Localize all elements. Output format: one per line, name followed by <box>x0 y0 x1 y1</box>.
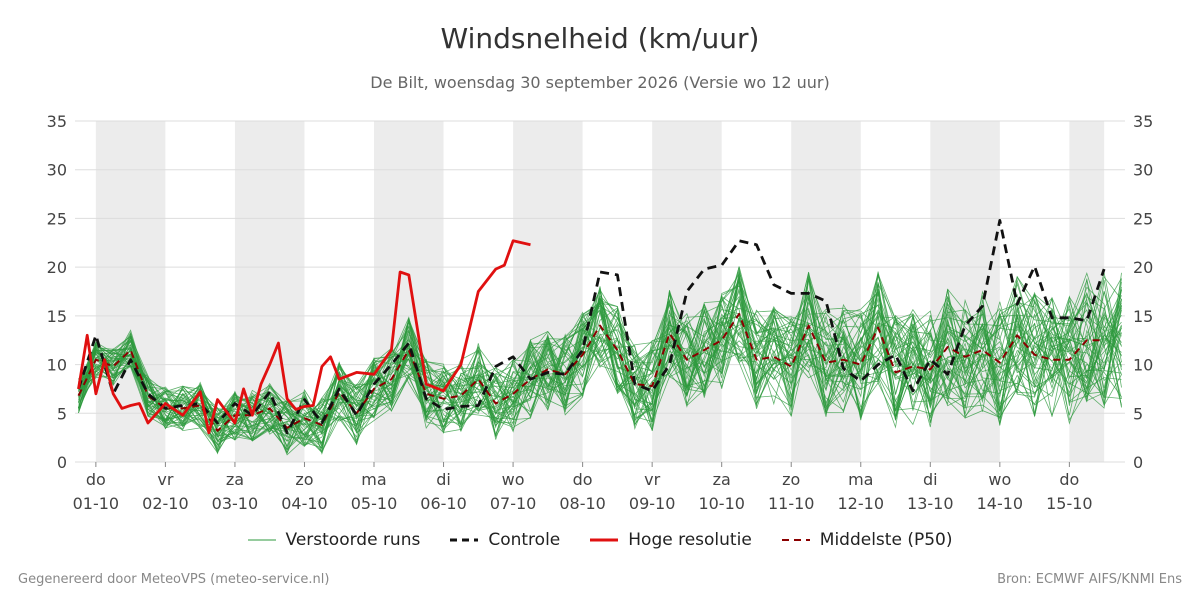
x-tick-label-date: 05-10 <box>351 494 398 513</box>
x-tick-label-day: ma <box>848 470 873 489</box>
y-tick-label-left: 25 <box>47 209 67 228</box>
chart-title: Windsnelheid (km/uur) <box>440 22 760 55</box>
series-line-control <box>77 218 1106 435</box>
y-tick-label-right: 10 <box>1133 356 1153 375</box>
x-tick-label-day: do <box>1059 470 1079 489</box>
x-tick-label-day: do <box>573 470 593 489</box>
footer-generated-by: Gegenereerd door MeteoVPS (meteo-service… <box>18 572 330 587</box>
y-tick-label-left: 5 <box>57 404 67 423</box>
shaded-band <box>930 121 1000 462</box>
x-tick-label-date: 09-10 <box>629 494 676 513</box>
x-tick-label-day: wo <box>988 470 1011 489</box>
perturbed-run-line <box>78 272 1122 441</box>
y-tick-label-right: 5 <box>1133 404 1143 423</box>
legend-item-highres: Hoge resolutie <box>590 530 752 550</box>
x-tick-label-date: 11-10 <box>768 494 815 513</box>
perturbed-run-line <box>78 289 1122 446</box>
x-tick-label-day: di <box>436 470 451 489</box>
x-tick-label-day: do <box>86 470 106 489</box>
x-tick-label-date: 03-10 <box>212 494 259 513</box>
y-tick-label-right: 30 <box>1133 161 1153 180</box>
perturbed-run-line <box>78 279 1122 454</box>
chart-subtitle: De Bilt, woensdag 30 september 2026 (Ver… <box>370 73 830 92</box>
x-tick-label-date: 10-10 <box>698 494 745 513</box>
x-tick-label-date: 08-10 <box>559 494 606 513</box>
x-tick-label-date: 04-10 <box>281 494 328 513</box>
perturbed-run-line <box>78 275 1122 451</box>
series-line-highres <box>77 239 531 435</box>
x-tick-label-day: vr <box>644 470 660 489</box>
legend-item-control: Controle <box>450 530 560 550</box>
perturbed-run-line <box>78 288 1122 446</box>
legend: Verstoorde runs Controle Hoge resolutie … <box>0 530 1200 550</box>
x-tick-label-day: ma <box>361 470 386 489</box>
perturbed-run-line <box>78 272 1122 451</box>
x-tick-label-day: zo <box>782 470 800 489</box>
x-tick-label-date: 15-10 <box>1046 494 1093 513</box>
y-tick-label-right: 35 <box>1133 112 1153 131</box>
y-tick-label-left: 35 <box>47 112 67 131</box>
x-tick-label-date: 14-10 <box>977 494 1024 513</box>
x-tick-label-day: wo <box>502 470 525 489</box>
shaded-band <box>652 121 722 462</box>
legend-label-control: Controle <box>488 530 561 550</box>
perturbed-run-line <box>78 273 1122 422</box>
legend-label-median: Middelste (P50) <box>819 530 953 550</box>
y-tick-label-right: 25 <box>1133 209 1153 228</box>
shaded-band <box>513 121 583 462</box>
x-tick-label-date: 13-10 <box>907 494 954 513</box>
legend-swatch-highres <box>590 538 619 542</box>
legend-swatch-perturbed <box>247 539 276 541</box>
legend-label-highres: Hoge resolutie <box>628 530 752 550</box>
x-tick-label-date: 01-10 <box>73 494 120 513</box>
x-tick-label-day: za <box>226 470 244 489</box>
legend-swatch-median <box>781 539 810 541</box>
legend-item-perturbed: Verstoorde runs <box>247 530 421 550</box>
y-tick-label-right: 20 <box>1133 258 1153 277</box>
x-tick-label-day: zo <box>295 470 313 489</box>
shaded-band <box>95 121 166 462</box>
y-tick-label-left: 10 <box>47 356 67 375</box>
y-tick-label-left: 20 <box>47 258 67 277</box>
legend-label-perturbed: Verstoorde runs <box>285 530 421 550</box>
x-tick-label-date: 06-10 <box>420 494 467 513</box>
y-tick-label-right: 15 <box>1133 307 1153 326</box>
y-tick-label-left: 30 <box>47 161 67 180</box>
x-tick-label-day: di <box>923 470 938 489</box>
x-tick-label-day: vr <box>157 470 173 489</box>
y-tick-label-right: 0 <box>1133 453 1143 472</box>
perturbed-run-line <box>78 266 1122 432</box>
x-tick-label-date: 02-10 <box>142 494 189 513</box>
x-tick-label-date: 07-10 <box>490 494 537 513</box>
x-tick-label-day: za <box>713 470 731 489</box>
perturbed-run-line <box>78 268 1122 448</box>
x-tick-label-date: 12-10 <box>838 494 885 513</box>
series-line-median <box>77 312 1105 432</box>
legend-swatch-control <box>450 538 479 542</box>
y-tick-label-left: 0 <box>57 453 67 472</box>
footer-source: Bron: ECMWF AIFS/KNMI Ens <box>997 572 1182 587</box>
perturbed-run-line <box>78 279 1122 446</box>
legend-item-median: Middelste (P50) <box>781 530 953 550</box>
y-tick-label-left: 15 <box>47 307 67 326</box>
